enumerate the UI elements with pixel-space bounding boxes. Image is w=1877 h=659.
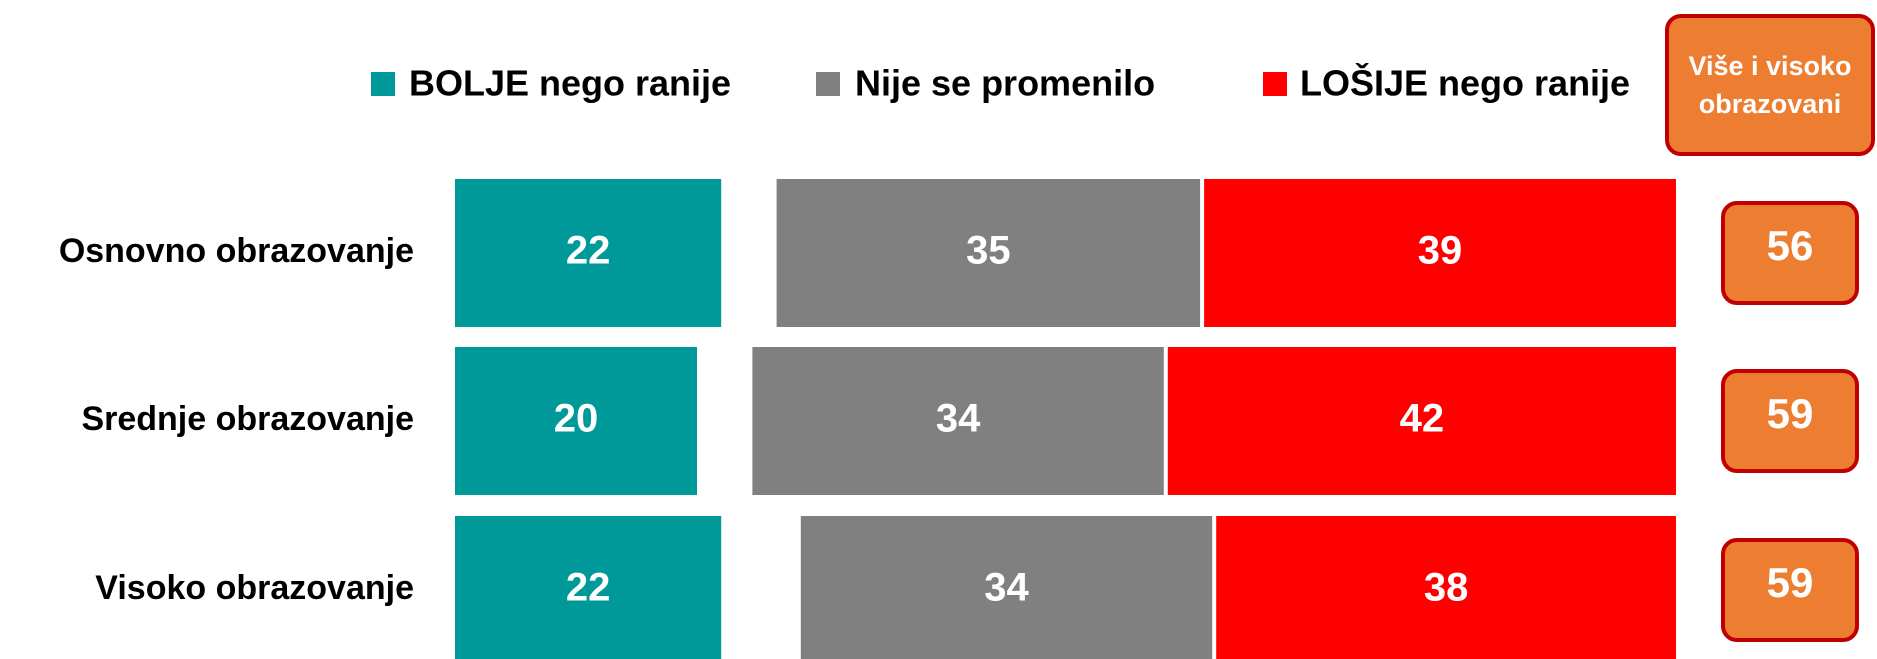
bar-label: 34 [936,397,981,441]
category-label: Osnovno obrazovanje [59,232,414,270]
bar [455,179,722,327]
side-value-box [1721,369,1859,473]
legend-swatch [371,72,395,96]
legend-label: LOŠIJE nego ranije [1300,62,1630,104]
bar-label: 39 [1418,229,1463,273]
bar-label: 20 [554,397,599,441]
bar-label: 34 [984,566,1029,610]
bar [1204,179,1676,327]
legend-label: BOLJE nego ranije [409,63,731,104]
side-value-box [1721,201,1859,305]
category-label: Visoko obrazovanje [95,569,414,607]
legend-label: Nije se promenilo [855,63,1155,104]
side-value-box [1721,538,1859,642]
bar-label: 22 [566,229,611,273]
side-value-label: 56 [1767,222,1814,269]
bar [1216,516,1676,659]
side-column-title: Više i visoko obrazovani [1665,14,1875,156]
bar [776,179,1201,327]
category-label: Srednje obrazovanje [81,400,414,438]
bar [800,516,1213,659]
bar [455,347,697,495]
side-value-label: 59 [1767,559,1814,606]
bar-label: 38 [1424,566,1469,610]
bar [455,516,722,659]
bar [1167,347,1676,495]
bar [752,347,1164,495]
legend-swatch [1263,72,1287,96]
side-value-label: 59 [1767,390,1814,437]
bar-label: 35 [966,229,1011,273]
legend-swatch [816,72,840,96]
bar-label: 42 [1400,397,1445,441]
bar-label: 22 [566,566,611,610]
